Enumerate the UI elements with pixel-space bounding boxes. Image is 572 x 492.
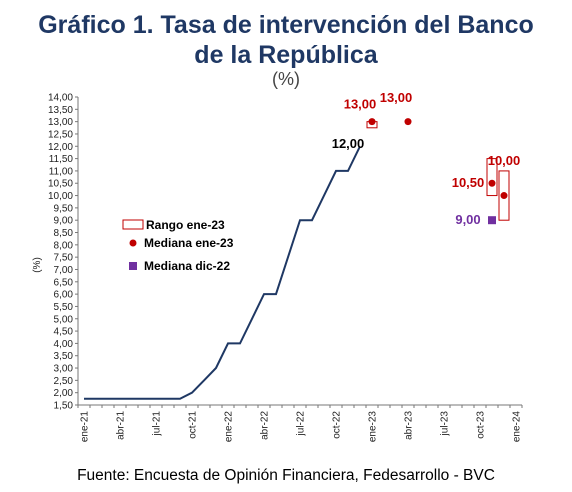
chart-subtitle: (%) (272, 69, 300, 89)
x-tick-label: jul-22 (296, 411, 307, 437)
y-tick-label: 12,00 (48, 142, 73, 153)
y-tick-label: 8,00 (54, 240, 74, 251)
median-ene23-point (500, 192, 508, 200)
chart-title-line1: Gráfico 1. Tasa de intervención del Banc… (38, 11, 534, 39)
legend-swatch-range (122, 219, 144, 230)
median-ene23-point (488, 179, 496, 187)
x-tick-label: jul-21 (152, 411, 163, 437)
y-axis-label: (%) (32, 257, 43, 273)
data-annotation: 13,00 (380, 90, 413, 105)
chart-area: 1,50 2,002,503,00 3,504,004,50 5,005,506,00… (32, 90, 523, 443)
y-tick-label: 4,50 (54, 327, 74, 338)
y-tick-label: 1,50 (54, 401, 74, 412)
data-annotation: 13,00 (344, 96, 377, 111)
y-tick-label: 5,50 (54, 302, 74, 313)
y-tick-label: 11,50 (49, 154, 74, 165)
y-tick-label: 3,50 (54, 351, 74, 362)
data-annotation: 10,00 (488, 153, 521, 168)
source-note: Fuente: Encuesta de Opinión Financiera, … (77, 467, 495, 484)
x-tick-label: ene-24 (512, 411, 523, 443)
forecast-range-box (486, 158, 498, 197)
legend-swatch-median-ene23 (129, 239, 137, 247)
y-tick-label: 12,50 (48, 129, 73, 140)
y-tick-label: 2,50 (54, 376, 74, 387)
x-tick-label: jul-23 (440, 411, 451, 437)
chart-title-line2: de la República (194, 41, 378, 69)
y-tick-label: 10,00 (48, 191, 73, 202)
x-tick-label: ene-22 (224, 411, 235, 443)
x-tick-label: ene-21 (80, 411, 91, 443)
median-ene23-point (404, 118, 412, 126)
x-tick-label: oct-22 (332, 411, 343, 439)
y-tick-label: 3,00 (54, 364, 74, 375)
legend-label-range: Rango ene-23 (146, 218, 225, 232)
forecast-range-box (498, 170, 510, 221)
y-tick-label: 5,00 (54, 314, 74, 325)
y-tick-label: 13,00 (48, 117, 73, 128)
y-tick-label: 13,50 (48, 105, 73, 116)
data-annotation: 12,00 (332, 136, 365, 151)
x-tick-label: oct-23 (476, 411, 487, 439)
x-tick-label: abr-21 (116, 411, 127, 440)
y-tick-label: 6,50 (54, 277, 74, 288)
median-dic22-point (488, 216, 496, 225)
legend-label-median-ene23: Mediana ene-23 (144, 236, 234, 250)
data-annotation: 10,50 (452, 175, 485, 190)
y-tick-label: 7,50 (54, 253, 74, 264)
legend-label-median-dic22: Mediana dic-22 (144, 259, 230, 273)
y-tick-label: 9,50 (54, 203, 74, 214)
y-tick-label: 9,00 (54, 216, 74, 227)
legend-swatch-median-dic22 (129, 262, 137, 270)
data-annotation: 9,00 (455, 212, 480, 227)
y-tick-label: 11,00 (49, 166, 74, 177)
y-tick-label: 7,00 (54, 265, 74, 276)
y-tick-label: 2,00 (54, 388, 74, 399)
y-tick-label: 6,00 (54, 290, 74, 301)
y-tick-label: 4,00 (54, 339, 74, 350)
y-tick-label: 14,00 (48, 93, 73, 104)
y-tick-label: 10,50 (48, 179, 73, 190)
policy-rate-line (84, 145, 361, 400)
x-tick-label: ene-23 (368, 411, 379, 443)
x-tick-label: abr-22 (260, 411, 271, 440)
median-ene23-point (368, 118, 376, 126)
x-tick-label: oct-21 (188, 411, 199, 439)
y-tick-label: 8,50 (54, 228, 74, 239)
x-tick-label: abr-23 (404, 411, 415, 440)
